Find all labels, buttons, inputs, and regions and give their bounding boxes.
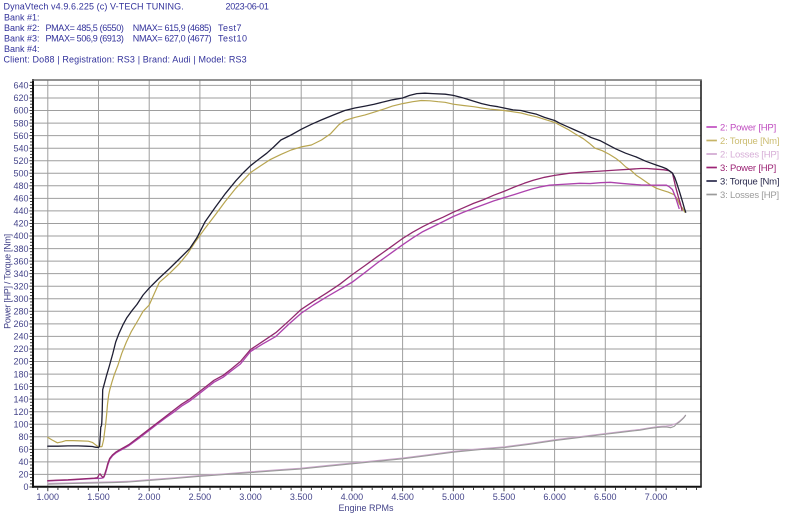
svg-text:2.500: 2.500 [189,492,212,502]
svg-text:3: Torque [Nm]: 3: Torque [Nm] [720,176,779,187]
svg-text:7.000: 7.000 [645,492,668,502]
svg-text:180: 180 [13,369,28,379]
svg-text:240: 240 [13,332,28,342]
svg-text:40: 40 [18,457,28,467]
svg-text:340: 340 [13,269,28,279]
svg-text:620: 620 [13,93,28,103]
svg-text:100: 100 [13,419,28,429]
svg-text:3.500: 3.500 [290,492,313,502]
svg-text:600: 600 [13,106,28,116]
svg-text:560: 560 [13,131,28,141]
svg-text:380: 380 [13,244,28,254]
svg-text:140: 140 [13,394,28,404]
svg-text:Test10: Test10 [218,34,248,44]
svg-text:400: 400 [13,231,28,241]
svg-text:4.500: 4.500 [391,492,414,502]
svg-text:640: 640 [13,81,28,91]
svg-text:6.000: 6.000 [543,492,566,502]
svg-text:NMAX= 627,0 (4677): NMAX= 627,0 (4677) [133,34,212,44]
svg-text:20: 20 [18,470,28,480]
svg-text:3.000: 3.000 [239,492,262,502]
svg-text:2: Torque [Nm]: 2: Torque [Nm] [720,136,779,147]
svg-text:80: 80 [18,432,28,442]
svg-text:Bank #4:: Bank #4: [4,44,40,54]
svg-text:Test7: Test7 [218,23,242,33]
svg-text:3: Losses [HP]: 3: Losses [HP] [720,190,779,201]
svg-text:120: 120 [13,407,28,417]
svg-text:460: 460 [13,194,28,204]
svg-text:6.500: 6.500 [594,492,617,502]
svg-text:Engine RPMs: Engine RPMs [338,503,394,513]
svg-text:300: 300 [13,294,28,304]
svg-text:440: 440 [13,206,28,216]
svg-text:280: 280 [13,307,28,317]
svg-text:3: Power [HP]: 3: Power [HP] [720,163,776,174]
svg-text:360: 360 [13,256,28,266]
svg-text:2023-06-01: 2023-06-01 [226,2,269,12]
svg-text:480: 480 [13,181,28,191]
svg-text:160: 160 [13,382,28,392]
svg-text:1.000: 1.000 [37,492,60,502]
svg-text:320: 320 [13,281,28,291]
svg-text:4.000: 4.000 [341,492,364,502]
svg-text:420: 420 [13,219,28,229]
svg-text:260: 260 [13,319,28,329]
svg-text:5.000: 5.000 [442,492,465,502]
svg-text:Bank #3:: Bank #3: [4,34,40,44]
svg-text:2: Losses [HP]: 2: Losses [HP] [720,149,779,160]
svg-text:0: 0 [23,482,28,492]
svg-text:220: 220 [13,344,28,354]
svg-text:NMAX= 615,9 (4685): NMAX= 615,9 (4685) [133,23,212,33]
svg-text:60: 60 [18,445,28,455]
svg-text:DynaVtech v4.9.6.225 (c) V-TEC: DynaVtech v4.9.6.225 (c) V-TECH TUNING. [4,2,184,12]
svg-text:580: 580 [13,118,28,128]
svg-text:PMAX= 485,5 (6550): PMAX= 485,5 (6550) [46,23,124,33]
svg-text:Client: Do88 | Registration: R: Client: Do88 | Registration: RS3 | Brand… [4,55,247,65]
svg-text:Power [HP] / Torque [Nm]: Power [HP] / Torque [Nm] [3,234,13,329]
svg-text:Bank #2:: Bank #2: [4,23,40,33]
svg-text:PMAX= 506,9 (6913): PMAX= 506,9 (6913) [46,34,124,44]
svg-text:500: 500 [13,168,28,178]
svg-text:5.500: 5.500 [493,492,516,502]
svg-text:2.000: 2.000 [138,492,161,502]
svg-text:Bank #1:: Bank #1: [4,13,40,23]
svg-text:1.500: 1.500 [87,492,110,502]
svg-text:520: 520 [13,156,28,166]
svg-text:2: Power [HP]: 2: Power [HP] [720,122,776,133]
svg-text:200: 200 [13,357,28,367]
svg-text:540: 540 [13,143,28,153]
